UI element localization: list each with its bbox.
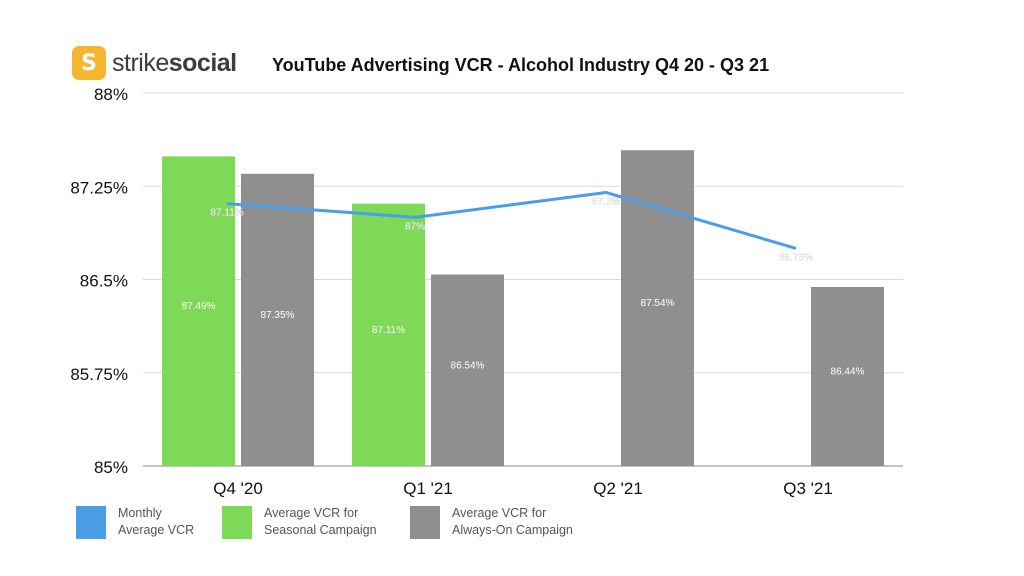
bar-data-label: 87.35% bbox=[261, 310, 295, 321]
legend-label-line: Monthly bbox=[118, 506, 162, 520]
line-data-label: 87% bbox=[405, 221, 425, 232]
legend-label-line: Average VCR for bbox=[264, 506, 359, 520]
legend-item-seasonal: Average VCR for Seasonal Campaign bbox=[222, 504, 394, 540]
y-tick-label: 85.75% bbox=[70, 365, 128, 384]
chart-title: YouTube Advertising VCR - Alcohol Indust… bbox=[272, 55, 770, 75]
bar-data-label: 86.54% bbox=[451, 360, 485, 371]
brand-name: strikesocial bbox=[112, 49, 237, 78]
line-data-label: 86.75% bbox=[779, 252, 813, 263]
legend-item-always-on: Average VCR for Always-On Campaign bbox=[410, 504, 582, 540]
legend-item-monthly-average: Monthly Average VCR bbox=[76, 504, 248, 540]
bar-data-label: 87.49% bbox=[182, 301, 216, 312]
y-tick-label: 87.25% bbox=[70, 178, 128, 197]
legend-label: Monthly Average VCR bbox=[118, 505, 248, 539]
vcr-chart: 85% 85.75% 86.5% 87.25% 88% Q4 '20 Q1 '21 Q2 '2… bbox=[70, 85, 903, 498]
bar-always-on bbox=[811, 286, 884, 466]
bar-data-label: 86.44% bbox=[831, 366, 865, 377]
y-tick-label: 88% bbox=[94, 85, 128, 104]
legend-swatch-always-on bbox=[410, 505, 440, 539]
x-tick-label: Q1 '21 bbox=[403, 479, 453, 498]
bar-always-on bbox=[241, 173, 314, 467]
legend-label-line: Always-On Campaign bbox=[452, 523, 573, 537]
bar-seasonal bbox=[352, 203, 425, 466]
bar-data-label: 87.11% bbox=[372, 325, 405, 336]
x-tick-label: Q4 '20 bbox=[213, 479, 263, 498]
brand-name-light: strike bbox=[112, 48, 169, 77]
legend-label-line: Average VCR for bbox=[452, 506, 547, 520]
legend-label-line: Average VCR bbox=[118, 523, 195, 537]
line-data-label: 87.11% bbox=[210, 208, 243, 219]
legend-label-line: Seasonal Campaign bbox=[264, 523, 377, 537]
bar-data-label: 87.54% bbox=[641, 298, 675, 309]
brand-name-bold: social bbox=[168, 48, 237, 77]
bar-always-on bbox=[431, 274, 504, 466]
x-tick-label: Q2 '21 bbox=[593, 479, 643, 498]
y-tick-label: 85% bbox=[94, 458, 128, 477]
legend-label: Average VCR for Seasonal Campaign bbox=[264, 505, 394, 539]
legend-swatch-line bbox=[76, 505, 106, 539]
y-tick-label: 86.5% bbox=[80, 272, 128, 291]
bar-seasonal bbox=[162, 156, 235, 466]
legend-label: Average VCR for Always-On Campaign bbox=[452, 505, 582, 539]
bar-always-on bbox=[621, 150, 694, 466]
legend-swatch-seasonal bbox=[222, 505, 252, 539]
brand-logo: S strikesocial bbox=[72, 46, 237, 80]
strike-social-logo-icon: S bbox=[72, 46, 106, 80]
line-monthly-average bbox=[226, 190, 797, 250]
x-tick-label: Q3 '21 bbox=[783, 479, 833, 498]
line-data-label: 87.2% bbox=[592, 196, 620, 207]
